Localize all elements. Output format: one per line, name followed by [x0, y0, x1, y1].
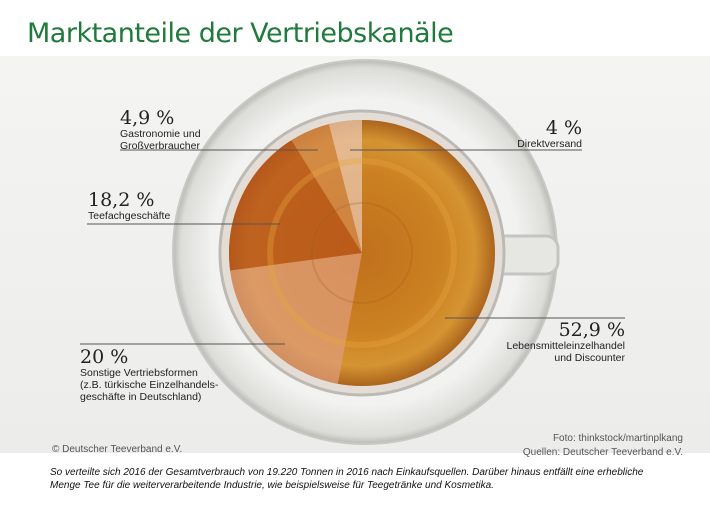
photo-credit: Foto: thinkstock/martinplkang [552, 433, 683, 444]
copyright: © Deutscher Teeverband e.V. [52, 444, 183, 455]
label-lebensmittel: 52,9 % Lebensmitteleinzelhandel und Disc… [506, 319, 626, 364]
value-label: 52,9 % [558, 319, 625, 341]
source: Quellen: Deutscher Teeverband e.V. [522, 447, 683, 458]
pie-slice [282, 120, 362, 253]
label-teefach: 18,2 % Teefachgeschäfte [88, 189, 171, 222]
leader-lines [80, 149, 625, 345]
pie-slice [334, 120, 495, 386]
value-label: 4,9 % [120, 107, 175, 129]
label-direktversand: 4 % Direktversand [517, 117, 582, 150]
value-label: 4 % [545, 117, 582, 139]
chart-title: Marktanteile der Vertriebskanäle [27, 18, 454, 49]
label-sonstige: 20 % Sonstige Vertriebsformen (z.B. türk… [80, 346, 219, 403]
pie-slice [229, 253, 362, 386]
caption: So verteilte sich 2016 der Gesamtverbrau… [50, 467, 644, 491]
pie-slice [324, 120, 362, 253]
value-label: 18,2 % [88, 189, 155, 211]
value-label: 20 % [80, 346, 129, 368]
label-gastronomie: 4,9 % Gastronomie und Großverbraucher [120, 107, 201, 152]
